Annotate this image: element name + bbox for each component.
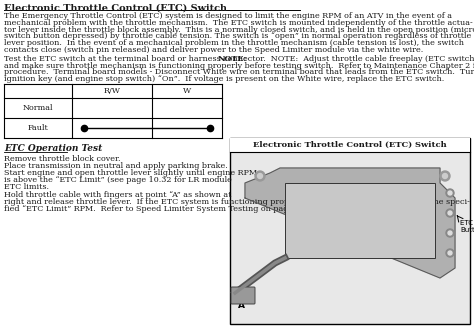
FancyBboxPatch shape [231,287,255,304]
Text: switch button depressed) by throttle cable tension. The switch is “open” in norm: switch button depressed) by throttle cab… [4,32,471,40]
Text: NOTE:: NOTE: [217,55,246,63]
Circle shape [443,174,447,179]
Text: Place transmission in neutral and apply parking brake.: Place transmission in neutral and apply … [4,162,228,170]
Circle shape [255,171,265,181]
Text: Test the ETC switch at the terminal board or harness connector.  NOTE:  Adjust t: Test the ETC switch at the terminal boar… [4,55,474,63]
Text: contacts close (switch pin released) and deliver power to the Speed Limiter modu: contacts close (switch pin released) and… [4,46,423,54]
Bar [230,138,470,324]
Circle shape [448,211,452,215]
Text: mechanical problem with the throttle mechanism.  The ETC switch is mounted indep: mechanical problem with the throttle mec… [4,19,473,27]
Text: W: W [183,87,191,95]
Text: fied “ETC Limit” RPM.  Refer to Speed Limiter System Testing on page 10.34.: fied “ETC Limit” RPM. Refer to Speed Lim… [4,205,321,213]
Text: R/W: R/W [103,87,120,95]
Text: Hold throttle cable with fingers at point “A” as shown at: Hold throttle cable with fingers at poin… [4,191,231,199]
Circle shape [448,231,452,235]
Text: ETC Operation Test: ETC Operation Test [4,144,102,153]
Text: ignition key (and engine stop switch) “On”.  If voltage is present on the White : ignition key (and engine stop switch) “O… [4,75,444,83]
Circle shape [448,191,452,195]
Text: The Emergency Throttle Control (ETC) system is designed to limit the engine RPM : The Emergency Throttle Control (ETC) sys… [4,12,452,20]
Text: Button: Button [460,227,474,233]
Text: Start engine and open throttle lever slightly until engine RPM: Start engine and open throttle lever sli… [4,169,257,177]
Circle shape [257,174,263,179]
Circle shape [446,189,454,197]
Text: Normal: Normal [23,104,53,112]
Text: procedure.  Terminal board models - Disconnect White wire on terminal board that: procedure. Terminal board models - Disco… [4,68,474,77]
Text: is above the “ETC Limit” (see page 10.32 for LR module: is above the “ETC Limit” (see page 10.32… [4,176,232,184]
Bar [230,138,470,152]
Text: right and release throttle lever.  If the ETC system is functioning properly eng: right and release throttle lever. If the… [4,198,470,206]
Circle shape [446,209,454,217]
Text: A: A [238,301,245,310]
Bar [285,183,435,258]
Circle shape [446,229,454,237]
Text: ETC limits.: ETC limits. [4,183,49,191]
Polygon shape [245,168,455,278]
Text: ETC Micro Switch: ETC Micro Switch [460,220,474,226]
Text: Remove throttle block cover.: Remove throttle block cover. [4,155,120,163]
Text: and make sure throttle mechanism is functioning properly before testing switch. : and make sure throttle mechanism is func… [4,62,474,70]
Text: Fault: Fault [27,124,48,132]
Circle shape [440,171,450,181]
Text: Electronic Throttle Control (ETC) Switch: Electronic Throttle Control (ETC) Switch [253,141,447,149]
Circle shape [446,249,454,257]
Text: tor lever inside the throttle block assembly.  This is a normally closed switch,: tor lever inside the throttle block asse… [4,26,474,34]
Text: Electronic Throttle Control (ETC) Switch: Electronic Throttle Control (ETC) Switch [4,4,227,13]
Circle shape [448,251,452,255]
Text: lever position.  In the event of a mechanical problem in the throttle mechanism : lever position. In the event of a mechan… [4,39,464,47]
